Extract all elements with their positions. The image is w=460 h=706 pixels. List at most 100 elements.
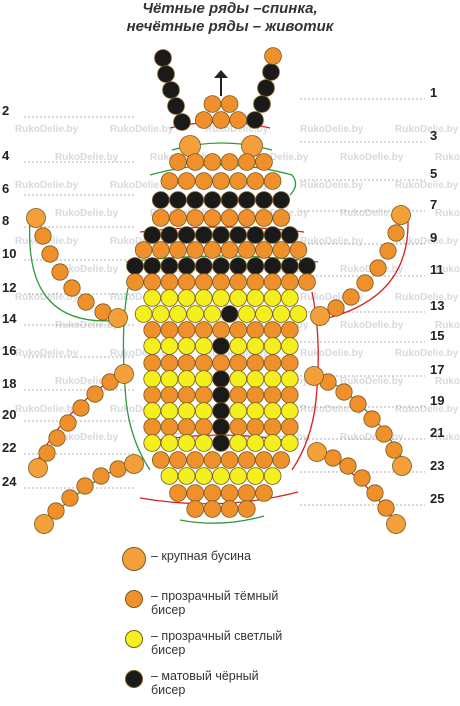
dark-bead xyxy=(356,274,374,292)
dark-bead xyxy=(195,418,213,436)
black-bead xyxy=(162,81,180,99)
watermark-text: RukoDelie.by xyxy=(110,348,174,359)
dark-bead xyxy=(246,172,265,190)
watermark-text: RukoDelie.by xyxy=(55,152,119,163)
dark-bead xyxy=(61,489,79,507)
dark-bead xyxy=(169,484,187,502)
dark-bead xyxy=(203,451,222,469)
dark-bead xyxy=(264,47,282,65)
black-bead xyxy=(212,386,230,404)
big-bead xyxy=(241,135,263,157)
dark-bead xyxy=(51,263,69,281)
big-bead xyxy=(179,135,201,157)
light-bead xyxy=(246,289,265,307)
dark-bead xyxy=(63,279,81,297)
row-guides xyxy=(24,98,425,506)
dark-bead xyxy=(246,354,265,372)
black-bead xyxy=(157,65,175,83)
dark-bead xyxy=(263,273,282,291)
light-bead xyxy=(229,402,248,420)
dark-bead xyxy=(212,111,230,129)
watermark-text: RukoDelie.by xyxy=(205,124,269,135)
dark-bead xyxy=(143,321,162,339)
black-bead xyxy=(255,191,273,209)
light-bead xyxy=(195,467,213,485)
big-bead xyxy=(386,514,406,534)
dark-bead xyxy=(195,273,213,291)
dark-bead xyxy=(169,209,187,227)
light-bead xyxy=(203,305,222,323)
dark-bead xyxy=(369,259,387,277)
dark-bead xyxy=(229,111,248,129)
dark-bead xyxy=(186,153,205,171)
watermark-text: RukoDelie.by xyxy=(395,180,459,191)
watermark-text: RukoDelie.by xyxy=(55,208,119,219)
row-label-right: 13 xyxy=(430,298,444,313)
dark-bead xyxy=(143,386,162,404)
dark-bead xyxy=(220,241,239,259)
light-bead xyxy=(289,305,308,323)
light-bead xyxy=(160,370,179,388)
light-bead xyxy=(263,467,282,485)
dark-bead xyxy=(203,484,222,502)
black-bead xyxy=(280,226,299,244)
dark-bead xyxy=(186,500,205,518)
watermark-text: RukoDelie.by xyxy=(55,320,119,331)
dark-bead xyxy=(220,500,239,518)
watermark-text: RukoDelie.by xyxy=(340,152,404,163)
light-bead xyxy=(143,337,162,355)
row-label-left: 18 xyxy=(2,376,16,391)
black-bead xyxy=(212,370,230,388)
dark-bead xyxy=(255,241,273,259)
dark-bead xyxy=(387,224,405,242)
dark-bead xyxy=(143,354,162,372)
watermark-text: RukoDelie.by xyxy=(300,404,364,415)
light-bead xyxy=(280,289,299,307)
dark-bead xyxy=(160,172,179,190)
black-bead xyxy=(229,226,248,244)
dark-bead xyxy=(169,153,187,171)
black-bead xyxy=(229,257,248,275)
dark-bead xyxy=(342,288,360,306)
watermark-text: RukoDelie.by xyxy=(15,404,79,415)
row-label-left: 16 xyxy=(2,343,16,358)
black-bead-swatch xyxy=(125,670,143,688)
dark-bead xyxy=(229,354,248,372)
light-bead xyxy=(280,402,299,420)
row-label-right: 1 xyxy=(430,85,437,100)
dark-bead xyxy=(339,457,357,475)
black-bead xyxy=(238,191,256,209)
black-bead xyxy=(246,257,265,275)
black-bead xyxy=(212,418,230,436)
light-bead xyxy=(169,305,187,323)
dark-bead xyxy=(377,499,395,517)
dark-bead xyxy=(327,299,345,317)
row-label-right: 7 xyxy=(430,197,437,212)
dark-bead xyxy=(385,441,403,459)
dark-bead xyxy=(109,460,127,478)
watermark-text: RukoDelie.by xyxy=(15,124,79,135)
light-bead xyxy=(246,467,265,485)
light-bead xyxy=(195,402,213,420)
light-bead xyxy=(195,337,213,355)
light-bead xyxy=(263,434,282,452)
dark-bead xyxy=(86,385,104,403)
dark-bead xyxy=(220,451,239,469)
black-bead xyxy=(186,191,205,209)
row-label-left: 2 xyxy=(2,103,9,118)
watermark-text: RukoDelie.by xyxy=(300,124,364,135)
watermark-text: RukoDelie.by xyxy=(15,180,79,191)
watermark-text: RukoDelie.by xyxy=(55,376,119,387)
black-bead xyxy=(203,191,222,209)
light-bead xyxy=(255,305,273,323)
dark-bead xyxy=(203,500,222,518)
dark-bead xyxy=(143,273,162,291)
dark-bead xyxy=(160,321,179,339)
light-bead xyxy=(263,370,282,388)
watermark-text: RukoDelie.by xyxy=(15,348,79,359)
dark-bead xyxy=(238,209,256,227)
light-bead xyxy=(160,289,179,307)
black-bead xyxy=(177,257,196,275)
watermark-text: RukoDelie.by xyxy=(395,292,459,303)
dark-bead xyxy=(255,209,273,227)
